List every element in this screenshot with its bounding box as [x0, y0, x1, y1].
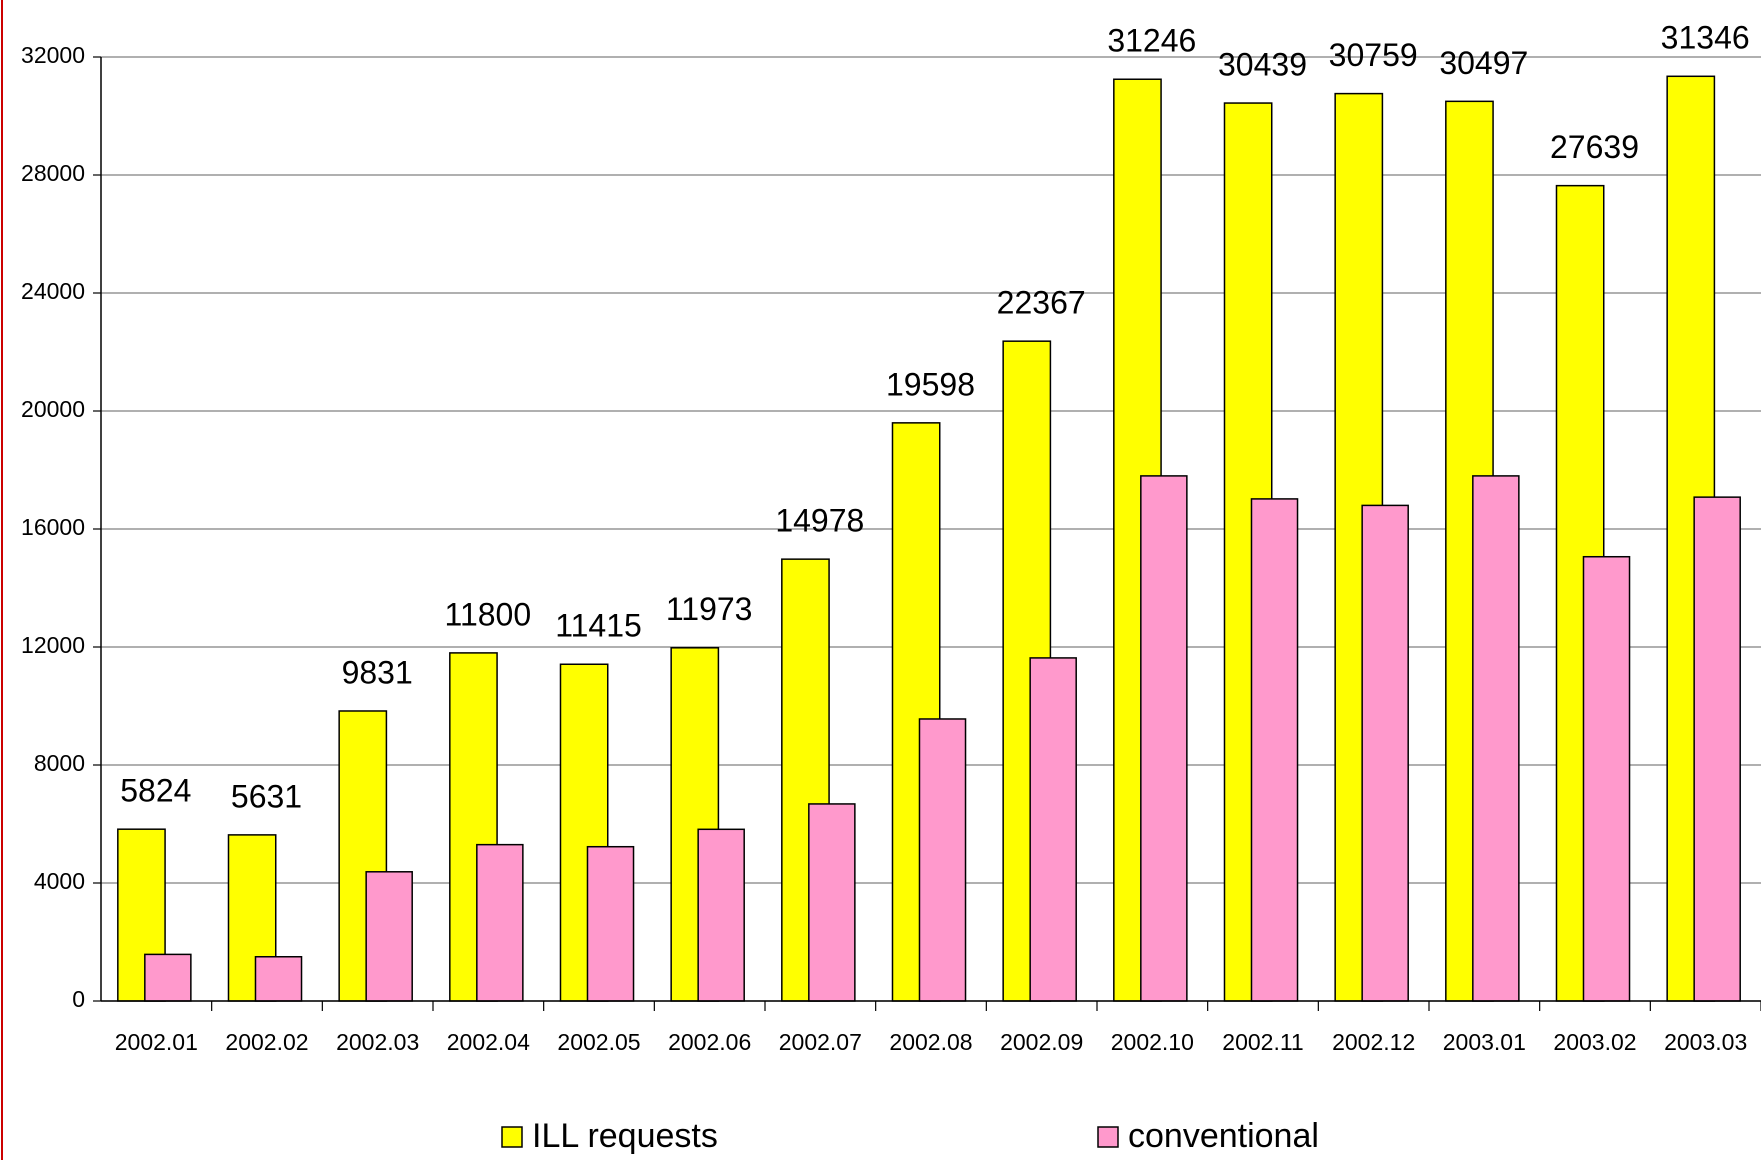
y-tick-label: 12000 — [21, 632, 85, 658]
x-tick-label: 2003.03 — [1664, 1029, 1747, 1055]
y-tick-label: 32000 — [21, 42, 85, 68]
value-label: 14978 — [775, 503, 864, 539]
value-label: 19598 — [886, 366, 975, 402]
bar — [1582, 555, 1631, 1002]
y-tick-label: 8000 — [34, 750, 85, 776]
value-label: 30759 — [1329, 37, 1418, 73]
bar — [1029, 657, 1077, 1002]
value-label: 31346 — [1661, 20, 1750, 56]
y-tick-label: 20000 — [21, 396, 85, 422]
x-tick-label: 2002.09 — [1000, 1029, 1083, 1055]
value-label: 5631 — [231, 778, 302, 814]
value-label: 30439 — [1218, 47, 1307, 83]
x-tick-label: 2003.02 — [1553, 1029, 1636, 1055]
x-tick-label: 2002.06 — [668, 1029, 751, 1055]
y-tick-label: 0 — [72, 986, 85, 1012]
value-label: 5824 — [120, 773, 191, 809]
legend-swatch — [501, 1126, 523, 1148]
bar — [254, 956, 303, 1002]
x-tick-label: 2002.08 — [889, 1029, 972, 1055]
y-tick-label: 4000 — [34, 868, 85, 894]
bar — [697, 828, 745, 1002]
bar — [1250, 498, 1299, 1002]
x-tick-label: 2002.04 — [447, 1029, 530, 1055]
x-tick-label: 2002.05 — [557, 1029, 640, 1055]
value-label: 30497 — [1439, 45, 1528, 81]
x-tick-label: 2002.02 — [225, 1029, 308, 1055]
bar — [586, 845, 635, 1002]
x-tick-label: 2002.01 — [115, 1029, 198, 1055]
value-label: 9831 — [342, 654, 413, 690]
value-label: 11973 — [666, 591, 753, 627]
bar — [476, 843, 524, 1002]
x-tick-label: 2002.03 — [336, 1029, 419, 1055]
bar — [808, 803, 856, 1002]
y-tick-label: 16000 — [21, 514, 85, 540]
legend-swatch — [1097, 1126, 1119, 1148]
bar — [1140, 475, 1188, 1002]
y-tick-label: 24000 — [21, 278, 85, 304]
value-label: 31246 — [1107, 23, 1196, 59]
bar — [365, 871, 413, 1002]
bar — [1472, 475, 1520, 1002]
value-label: 11415 — [555, 608, 642, 644]
value-label: 27639 — [1550, 129, 1639, 165]
bar — [918, 718, 967, 1002]
x-tick-label: 2002.12 — [1332, 1029, 1415, 1055]
bar — [1361, 504, 1409, 1002]
x-tick-label: 2003.01 — [1443, 1029, 1526, 1055]
bar — [144, 953, 192, 1002]
x-tick-label: 2002.07 — [779, 1029, 862, 1055]
bar — [1693, 496, 1741, 1002]
x-tick-label: 2002.11 — [1222, 1029, 1303, 1055]
x-tick-label: 2002.10 — [1111, 1029, 1194, 1055]
value-label: 11800 — [445, 596, 532, 632]
value-label: 22367 — [997, 285, 1086, 321]
legend-label: conventional — [1128, 1117, 1319, 1155]
legend-label: ILL requests — [532, 1117, 718, 1155]
y-tick-label: 28000 — [21, 160, 85, 186]
